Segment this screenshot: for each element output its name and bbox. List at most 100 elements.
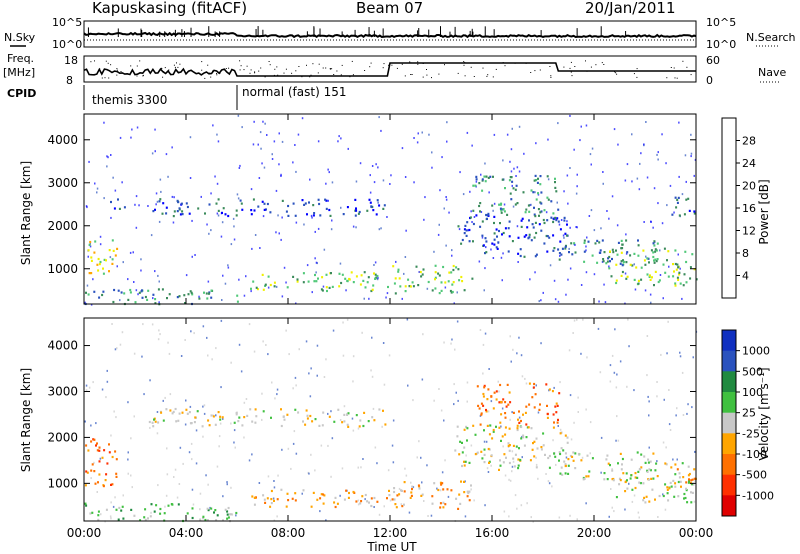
scatter-echo (576, 518, 578, 521)
echo-cell (499, 421, 502, 424)
scatter-echo (590, 209, 593, 212)
nave-dot (636, 76, 638, 78)
echo-cell (454, 449, 457, 452)
scatter-echo (277, 214, 279, 217)
echo-cell (522, 413, 524, 416)
scatter-echo (207, 354, 209, 357)
echo-cell (540, 210, 543, 213)
echo-cell (470, 484, 472, 487)
echo-cell (368, 501, 370, 504)
echo-cell (509, 176, 512, 179)
scatter-echo (586, 236, 588, 239)
echo-cell (484, 237, 487, 240)
echo-cell (448, 271, 451, 274)
scatter-echo (439, 189, 441, 192)
echo-cell (176, 210, 179, 213)
scatter-echo (441, 156, 443, 159)
scatter-echo (191, 488, 194, 491)
scatter-echo (648, 414, 650, 417)
scatter-echo (551, 485, 553, 488)
scatter-echo (250, 188, 253, 191)
nave-dot (525, 62, 527, 64)
scatter-echo (257, 143, 259, 146)
echo-cell (460, 242, 463, 245)
nave-dot (570, 71, 572, 73)
echo-cell (558, 392, 561, 395)
echo-cell (325, 273, 328, 276)
echo-cell (514, 203, 517, 206)
echo-cell (631, 488, 634, 491)
scatter-echo (657, 151, 659, 154)
nave-dot (388, 64, 390, 66)
echo-cell (500, 400, 503, 404)
echo-cell (504, 401, 507, 404)
echo-cell (647, 257, 650, 260)
echo-cell (296, 278, 299, 281)
scatter-echo (309, 178, 311, 181)
echo-cell (483, 461, 486, 464)
echo-cell (404, 290, 407, 293)
echo-cell (513, 465, 516, 468)
scatter-echo (661, 222, 664, 225)
echo-cell (519, 254, 522, 258)
scatter-echo (110, 517, 112, 520)
echo-cell (371, 288, 374, 291)
scatter-echo (292, 161, 294, 164)
scatter-echo (614, 328, 616, 331)
echo-cell (399, 285, 402, 288)
echo-cell (514, 453, 517, 456)
echo-cell (224, 508, 227, 511)
nave-dot (136, 75, 138, 77)
echo-cell (208, 424, 211, 427)
echo-cell (621, 264, 624, 267)
echo-cell (625, 472, 628, 475)
echo-cell (500, 202, 503, 205)
scatter-echo (235, 514, 237, 517)
scatter-echo (253, 120, 255, 123)
echo-cell (108, 443, 110, 446)
scatter-echo (398, 487, 401, 490)
echo-cell (479, 202, 482, 205)
echo-cell (610, 275, 613, 278)
echo-cell (297, 411, 300, 414)
scatter-echo (470, 444, 473, 447)
echo-cell (440, 483, 443, 486)
scatter-echo (672, 458, 674, 461)
echo-cell (488, 433, 491, 436)
echo-cell (257, 205, 260, 208)
echo-cell (450, 271, 453, 274)
echo-cell (498, 468, 500, 471)
echo-cell (472, 222, 475, 226)
echo-cell (648, 275, 651, 278)
scatter-echo (233, 225, 235, 228)
scatter-echo (114, 348, 117, 351)
echo-cell (388, 489, 390, 492)
scatter-echo (383, 505, 385, 508)
echo-cell (671, 213, 674, 216)
echo-cell (637, 470, 640, 473)
scatter-echo (317, 140, 320, 143)
scatter-echo (202, 325, 205, 328)
echo-cell (508, 220, 511, 223)
nave-dot (482, 67, 484, 69)
echo-cell (139, 519, 142, 522)
echo-cell (565, 234, 568, 237)
scatter-echo (331, 219, 333, 222)
echo-cell (574, 467, 577, 470)
echo-cell (224, 213, 227, 216)
scatter-echo (559, 428, 562, 431)
echo-cell (531, 223, 534, 226)
echo-cell (520, 225, 523, 228)
scatter-echo (408, 511, 411, 514)
colorbar-tick-label: 24 (742, 157, 756, 170)
scatter-echo (506, 133, 509, 136)
echo-cell (463, 446, 466, 449)
scatter-echo (240, 370, 243, 373)
scatter-echo (159, 333, 161, 336)
echo-cell (305, 409, 308, 412)
echo-cell (294, 214, 297, 217)
echo-cell (507, 444, 510, 447)
echo-cell (373, 496, 376, 500)
scatter-echo (407, 384, 409, 387)
